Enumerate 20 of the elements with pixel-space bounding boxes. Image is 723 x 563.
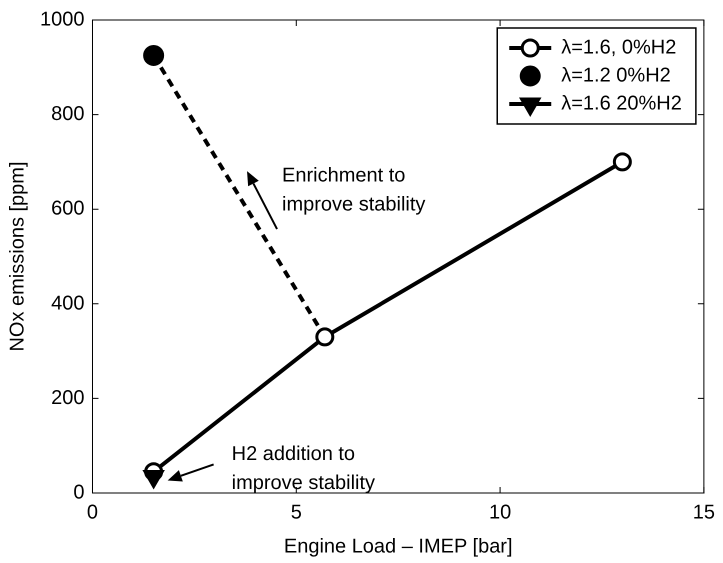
y-tick-label: 200: [51, 386, 84, 409]
y-tick-label: 400: [51, 292, 84, 314]
legend-label: λ=1.2 0%H2: [561, 64, 671, 87]
legend-label: λ=1.6 20%H2: [561, 92, 682, 115]
legend-label: λ=1.6, 0%H2: [561, 36, 676, 59]
x-tick-label: 5: [290, 502, 302, 524]
y-tick-label: 0: [73, 482, 84, 504]
x-tick-label: 0: [86, 502, 98, 524]
annotation: H2 addition to improve stability: [232, 442, 376, 494]
y-tick-label: 600: [51, 198, 84, 220]
y-tick-label: 800: [51, 103, 84, 126]
point: [315, 327, 334, 346]
x-tick-label: 10: [488, 502, 512, 524]
y-tick-label: 1000: [40, 8, 84, 31]
point: [143, 44, 164, 66]
x-axis-title: Engine Load – IMEP [bar]: [284, 536, 513, 558]
point: [612, 152, 632, 172]
y-axis-title: NOx emissions [ppm]: [6, 161, 29, 352]
annotation: Enrichment to improve stability: [282, 164, 426, 216]
x-tick-label: 15: [692, 502, 715, 524]
